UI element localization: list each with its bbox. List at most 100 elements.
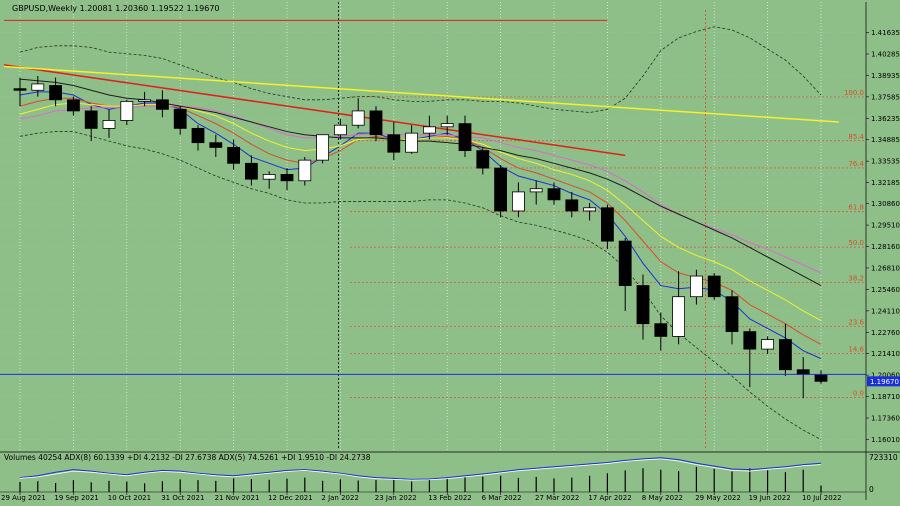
indicator-scale-max: 723310: [869, 453, 898, 462]
candle-body: [565, 199, 579, 212]
y-tick-label: 1.40285: [871, 50, 900, 58]
y-tick-label: 1.26810: [871, 264, 900, 272]
candle-body: [262, 174, 276, 180]
moving-average-2: [19, 102, 822, 321]
x-tick-label: 19 Sep 2021: [54, 494, 98, 502]
fibonacci-levels: 100.0 85.4 76.4 61.8 50.0 38.2 23.6 14.6 0.0: [350, 89, 866, 398]
x-tick-label: 31 Oct 2021: [161, 494, 204, 502]
moving-averages: [19, 78, 822, 360]
candle-body: [512, 191, 525, 212]
candle-body: [84, 110, 98, 129]
indicator-panel: [0, 451, 900, 493]
y-tick-label: 1.38935: [871, 72, 900, 80]
moving-average-4: [19, 78, 822, 287]
bollinger-bands: [19, 26, 822, 440]
candle-body: [244, 162, 258, 180]
candle-body: [529, 188, 543, 193]
y-tick-label: 1.33535: [871, 158, 900, 166]
fib-level-label: 61.8: [848, 204, 864, 212]
candle-body: [743, 331, 757, 350]
candle-body: [333, 124, 347, 136]
candle-body: [725, 296, 739, 333]
trendlines: [3, 19, 839, 157]
candle-body: [138, 99, 152, 102]
candle-body: [601, 207, 614, 242]
candle-body: [547, 188, 561, 201]
candle-body: [796, 369, 810, 375]
candle-body: [654, 323, 668, 337]
x-tick-label: 2 Jan 2022: [321, 494, 359, 502]
y-tick-label: 1.24110: [871, 307, 900, 315]
candle-body: [369, 110, 383, 136]
bollinger-upper: [19, 26, 822, 113]
fib-level-label: 85.4: [848, 133, 864, 141]
y-tick-label: 1.21410: [871, 350, 900, 358]
trendline-1: [3, 65, 839, 123]
price-axis: 1.41635 1.40285 1.38935 1.37585 1.36235 1.348…: [865, 2, 900, 500]
y-tick-label: 1.32185: [871, 179, 900, 187]
y-tick-label: 1.28160: [871, 243, 900, 251]
y-tick-label: 1.36235: [871, 115, 900, 123]
y-tick-label: 1.22760: [871, 329, 900, 337]
candle-body: [209, 142, 223, 148]
candle-body: [387, 134, 401, 153]
x-tick-label: 29 May 2022: [695, 494, 741, 502]
y-tick-label: 1.18710: [871, 393, 900, 401]
candle-body: [13, 88, 27, 91]
candle-body: [618, 240, 632, 286]
moving-average-0: [19, 91, 822, 360]
price-axis-background: [866, 0, 900, 506]
fib-level-label: 23.6: [848, 319, 864, 327]
candle-body: [31, 83, 45, 91]
candle-body: [779, 339, 792, 371]
fib-level-label: 76.4: [848, 160, 864, 168]
x-tick-label: 17 Apr 2022: [588, 494, 631, 502]
fib-level-label: 38.2: [848, 275, 864, 283]
x-tick-label: 12 Dec 2021: [268, 494, 313, 502]
x-tick-label: 23 Jan 2022: [375, 494, 417, 502]
x-tick-label: 29 Aug 2021: [1, 494, 46, 502]
x-tick-label: 19 Jun 2022: [749, 494, 791, 502]
candle-body: [49, 85, 62, 101]
y-tick-label: 1.41635: [871, 29, 900, 37]
x-tick-label: 13 Feb 2022: [428, 494, 472, 502]
y-tick-label: 1.17360: [871, 415, 900, 423]
candle-body: [102, 120, 116, 129]
vertical-grid: [0, 2, 866, 450]
x-tick-label: 6 Mar 2022: [482, 494, 522, 502]
candle-body: [690, 275, 703, 298]
indicator-scale-min: 0: [869, 485, 874, 494]
candle-body: [351, 110, 365, 126]
candle-body: [405, 132, 419, 153]
candle-body: [440, 123, 454, 128]
candle-body: [67, 99, 80, 112]
candle-body: [422, 126, 436, 134]
bollinger-lower: [19, 131, 822, 440]
indicator-label: Volumes 40254 ADX(8) 60.1339 +DI 4.2132 …: [4, 453, 371, 462]
candle-body: [814, 374, 828, 382]
candle-body: [280, 174, 294, 182]
trendline-0: [3, 64, 626, 157]
candle-body: [672, 296, 685, 337]
x-tick-label: 10 Jul 2022: [802, 494, 842, 502]
candle-body: [120, 100, 134, 121]
candle-body: [707, 275, 721, 298]
x-tick-label: 10 Oct 2021: [108, 494, 151, 502]
current-price-box: [867, 376, 900, 387]
candle-body: [227, 147, 241, 164]
fib-level-label: 0.0: [853, 389, 864, 397]
y-tick-label: 1.30860: [871, 200, 900, 208]
y-tick-label: 1.34885: [871, 136, 900, 144]
symbol-header: GBPUSD,Weekly 1.20081 1.20360 1.19522 1.…: [12, 4, 220, 13]
fib-level-label: 50.0: [848, 239, 864, 247]
y-tick-label: 1.20060: [871, 372, 900, 380]
fib-level-label: 14.6: [848, 346, 864, 354]
candle-body: [636, 285, 650, 325]
candle-body: [191, 127, 205, 144]
current-price-label: 1.19670: [870, 378, 899, 386]
y-tick-label: 1.25460: [871, 286, 900, 294]
candles: [13, 75, 828, 399]
candle-body: [494, 167, 508, 212]
candle-body: [583, 207, 596, 212]
